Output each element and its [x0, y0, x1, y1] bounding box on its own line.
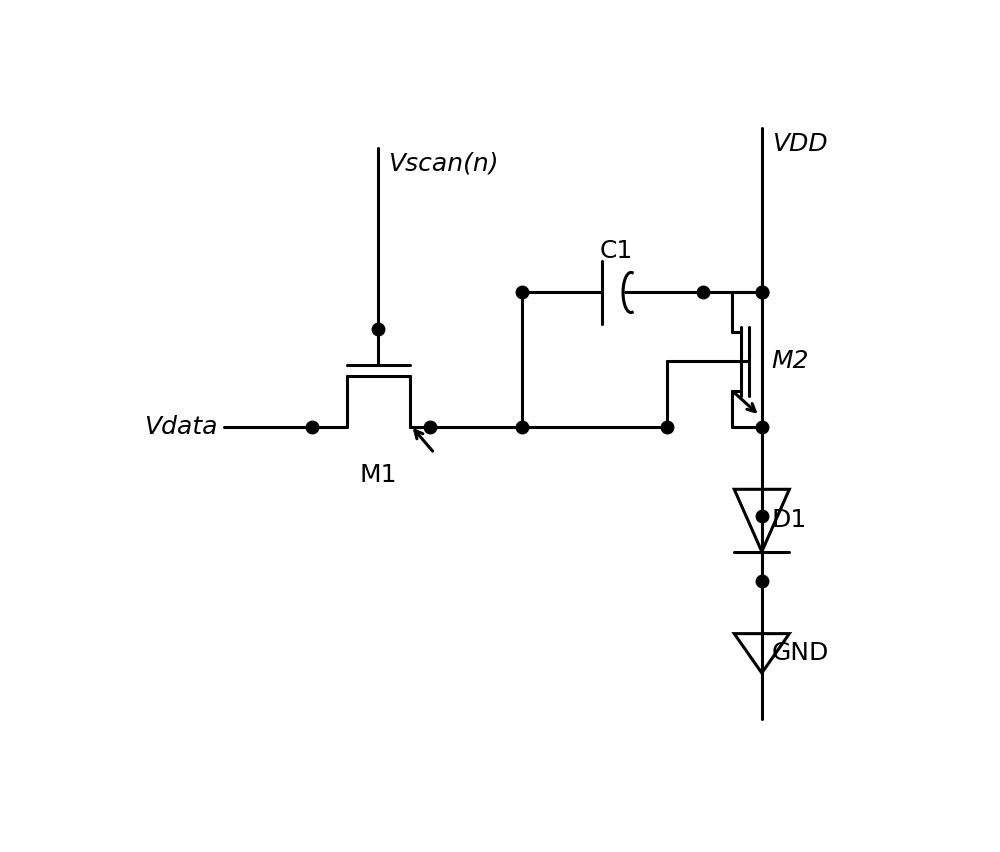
Text: M2: M2: [772, 349, 809, 373]
Text: Vscan(n): Vscan(n): [388, 152, 498, 176]
Text: D1: D1: [772, 509, 807, 532]
Text: GND: GND: [772, 642, 829, 665]
Text: M1: M1: [359, 463, 397, 487]
Text: Vdata: Vdata: [144, 415, 217, 439]
Text: C1: C1: [599, 239, 632, 263]
Text: VDD: VDD: [772, 132, 827, 156]
